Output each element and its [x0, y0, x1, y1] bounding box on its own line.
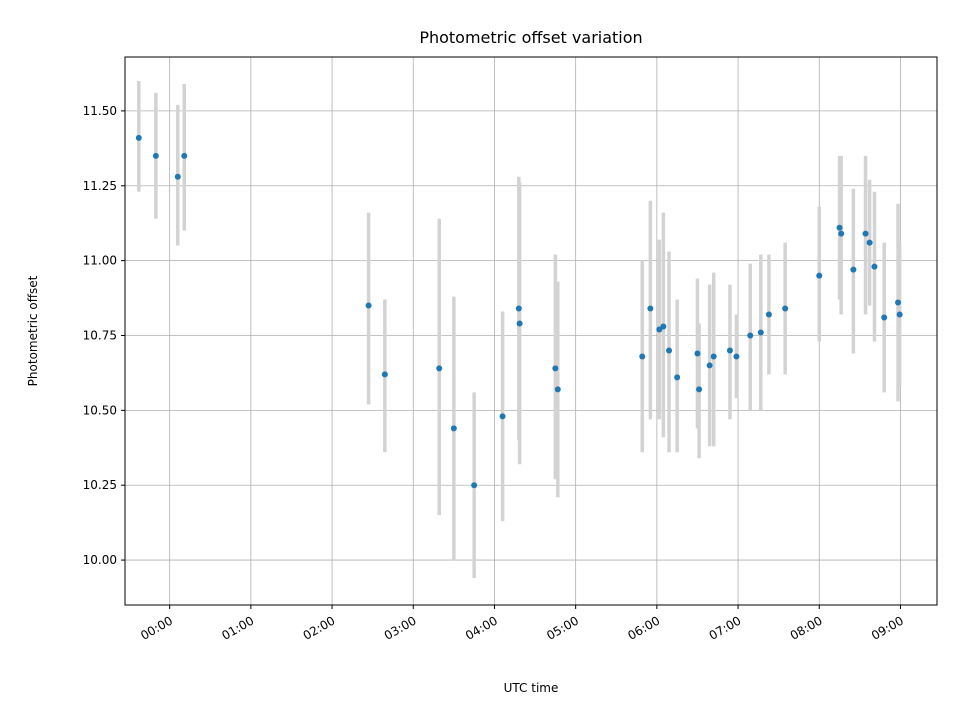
- data-point: [710, 353, 717, 360]
- x-tick-label: 00:00: [138, 613, 175, 642]
- y-tick-label: 11.00: [83, 254, 117, 268]
- y-tick-label: 10.25: [83, 478, 117, 492]
- data-point: [706, 362, 713, 369]
- y-tick-label: 11.25: [83, 179, 117, 193]
- data-point: [499, 413, 506, 420]
- x-tick-label: 01:00: [219, 613, 256, 642]
- data-point: [639, 353, 646, 360]
- x-tick-label: 04:00: [463, 613, 500, 642]
- data-point: [733, 353, 740, 360]
- data-point: [181, 152, 188, 159]
- data-point: [647, 305, 654, 312]
- x-tick-label: 05:00: [544, 613, 581, 642]
- data-point: [866, 239, 873, 246]
- data-point: [765, 311, 772, 318]
- data-point: [895, 299, 902, 306]
- data-point: [152, 152, 159, 159]
- data-point: [850, 266, 857, 273]
- data-point: [838, 230, 845, 237]
- data-point: [836, 224, 843, 231]
- error-bars: [137, 80, 902, 579]
- data-point: [135, 134, 142, 141]
- y-axis-ticks: 10.00 10.25 10.50 10.75 11.00 11.25 11.50: [83, 104, 125, 567]
- data-point: [747, 332, 754, 339]
- data-point: [450, 425, 457, 432]
- x-tick-label: 07:00: [707, 613, 744, 642]
- y-tick-label: 10.75: [83, 328, 117, 342]
- y-axis-label: Photometric offset: [26, 275, 40, 386]
- data-point: [757, 329, 764, 336]
- x-axis-ticks: 00:00 01:00 02:00 03:00 04:00 05:00 06:00 07:00…: [138, 605, 906, 643]
- data-point: [674, 374, 681, 381]
- x-tick-label: 03:00: [382, 613, 419, 642]
- data-point: [660, 323, 667, 330]
- data-point: [552, 365, 559, 372]
- grid-lines: [125, 57, 937, 605]
- data-point: [471, 482, 478, 489]
- data-point: [516, 320, 523, 327]
- data-point: [816, 272, 823, 279]
- data-point: [694, 350, 701, 357]
- data-point: [365, 302, 372, 309]
- plot-frame: [124, 56, 938, 606]
- data-point: [871, 263, 878, 270]
- y-tick-label: 10.00: [83, 553, 117, 567]
- data-point: [782, 305, 789, 312]
- data-point: [515, 305, 522, 312]
- x-tick-label: 06:00: [625, 613, 662, 642]
- chart-title: Photometric offset variation: [419, 28, 642, 47]
- y-tick-label: 11.50: [83, 104, 117, 118]
- data-points: [135, 134, 903, 489]
- data-point: [666, 347, 673, 354]
- data-point: [554, 386, 561, 393]
- x-tick-label: 08:00: [788, 613, 825, 642]
- data-point: [381, 371, 388, 378]
- data-point: [726, 347, 733, 354]
- data-point: [896, 311, 903, 318]
- x-tick-label: 02:00: [301, 613, 338, 642]
- data-point: [862, 230, 869, 237]
- data-point: [174, 173, 181, 180]
- data-point: [436, 365, 443, 372]
- y-tick-label: 10.50: [83, 403, 117, 417]
- x-tick-label: 09:00: [869, 613, 906, 642]
- data-point: [881, 314, 888, 321]
- data-point: [696, 386, 703, 393]
- x-axis-label: UTC time: [504, 681, 559, 695]
